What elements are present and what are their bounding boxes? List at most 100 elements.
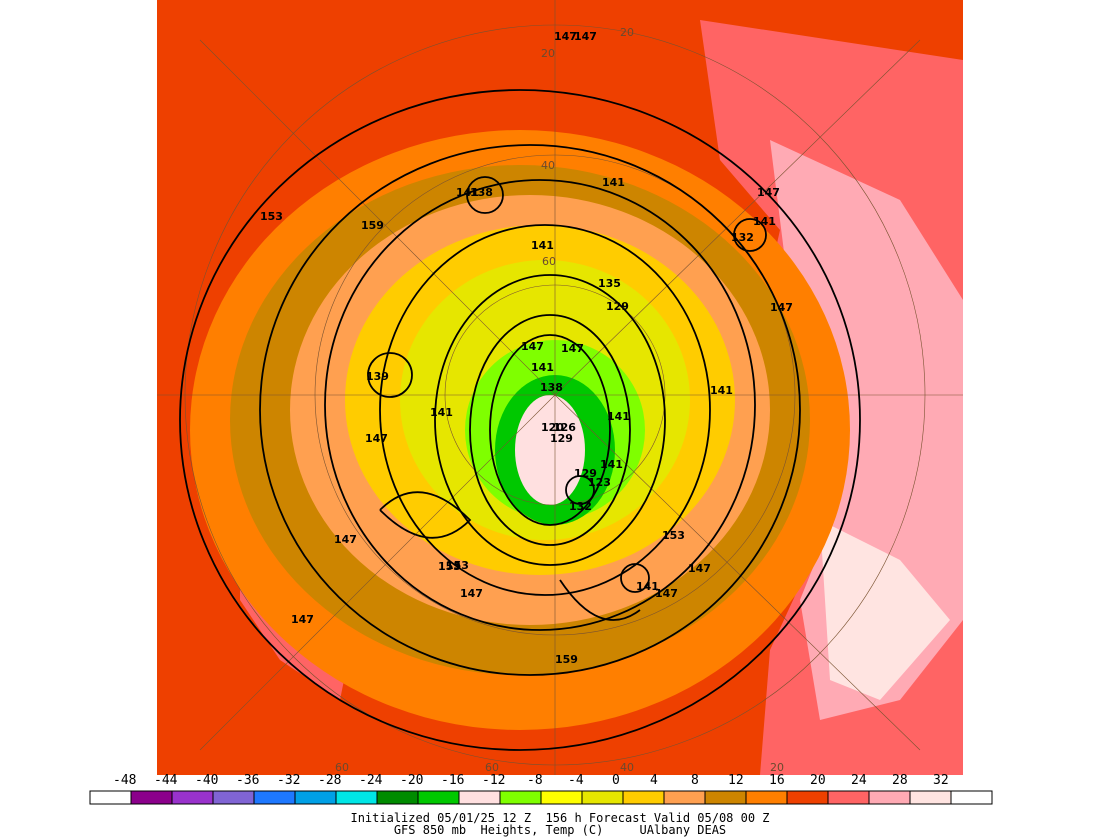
colorbar-swatch bbox=[704, 790, 747, 805]
graticule bbox=[157, 0, 963, 775]
latitude-labels: 20 40 60 20 60 40 20 60 bbox=[335, 26, 784, 774]
colorbar-tick-label: 4 bbox=[650, 773, 658, 788]
height-labels: 147 147 141 141 141 147 138 132 159 153 … bbox=[260, 30, 793, 666]
height-label: 159 bbox=[361, 219, 384, 232]
height-label: 147 bbox=[757, 186, 780, 199]
colorbar-tick-label: -32 bbox=[277, 773, 300, 788]
lat-label: 60 bbox=[335, 761, 349, 774]
height-label: 147 bbox=[334, 533, 357, 546]
map-caption: Initialized 05/01/25 12 Z 156 h Forecast… bbox=[0, 812, 1120, 836]
colorbar-swatch bbox=[417, 790, 460, 805]
colorbar bbox=[89, 790, 993, 805]
lat-label: 40 bbox=[541, 159, 555, 172]
colorbar-swatch bbox=[253, 790, 296, 805]
warm-region-east-lightest bbox=[820, 520, 950, 700]
height-label: 147 bbox=[688, 562, 711, 575]
height-label: 141 bbox=[531, 361, 554, 374]
height-label: 141 bbox=[600, 458, 623, 471]
height-label: 147 bbox=[291, 613, 314, 626]
colorbar-swatch bbox=[499, 790, 542, 805]
colorbar-tick-label: -16 bbox=[441, 773, 464, 788]
height-label: 147 bbox=[365, 432, 388, 445]
colorbar-swatch bbox=[745, 790, 788, 805]
height-label: 138 bbox=[540, 381, 563, 394]
colorbar-swatch bbox=[827, 790, 870, 805]
lat-label: 20 bbox=[770, 761, 784, 774]
height-label: 132 bbox=[731, 231, 754, 244]
height-label: 147 bbox=[460, 587, 483, 600]
colorbar-swatch bbox=[868, 790, 911, 805]
colorbar-tick-label: -48 bbox=[113, 773, 136, 788]
height-label: 132 bbox=[569, 500, 592, 513]
height-label: 147 bbox=[561, 342, 584, 355]
colorbar-swatch bbox=[909, 790, 952, 805]
colorbar-tick-label: 8 bbox=[691, 773, 699, 788]
colorbar-tick-label: 28 bbox=[892, 773, 908, 788]
height-label: 153 bbox=[446, 559, 469, 572]
colorbar-swatch bbox=[950, 790, 993, 805]
height-label: 138 bbox=[470, 186, 493, 199]
forecast-map: 147 147 141 141 141 147 138 132 159 153 … bbox=[89, 0, 993, 805]
height-label: 147 bbox=[655, 587, 678, 600]
lat-label: 40 bbox=[620, 761, 634, 774]
height-label: 153 bbox=[260, 210, 283, 223]
height-label: 139 bbox=[366, 370, 389, 383]
colorbar-swatch bbox=[130, 790, 173, 805]
colorbar-swatch bbox=[294, 790, 337, 805]
colorbar-swatch bbox=[171, 790, 214, 805]
colorbar-tick-label: 20 bbox=[810, 773, 826, 788]
colorbar-swatch bbox=[663, 790, 706, 805]
colorbar-tick-label: -8 bbox=[527, 773, 543, 788]
lat-label: 20 bbox=[620, 26, 634, 39]
colorbar-tick-label: -36 bbox=[236, 773, 259, 788]
height-label: 135 bbox=[598, 277, 621, 290]
colorbar-tick-label: -28 bbox=[318, 773, 341, 788]
caption-line-1: Initialized 05/01/25 12 Z 156 h Forecast… bbox=[350, 811, 770, 825]
height-label: 147 bbox=[770, 301, 793, 314]
height-label: 141 bbox=[430, 406, 453, 419]
colorbar-swatch bbox=[89, 790, 132, 805]
height-label: 141 bbox=[710, 384, 733, 397]
height-label: 141 bbox=[531, 239, 554, 252]
height-label: 141 bbox=[602, 176, 625, 189]
colorbar-tick-label: 0 bbox=[612, 773, 620, 788]
lat-label: 20 bbox=[541, 47, 555, 60]
height-label: 129 bbox=[574, 467, 597, 480]
temp-zone-coldest bbox=[515, 395, 585, 505]
height-label: 141 bbox=[607, 410, 630, 423]
height-label: 153 bbox=[662, 529, 685, 542]
lat-label: 60 bbox=[485, 761, 499, 774]
height-label: 129 bbox=[606, 300, 629, 313]
colorbar-tick-label: -24 bbox=[359, 773, 383, 788]
colorbar-tick-label: -20 bbox=[400, 773, 423, 788]
warm-region-east-light bbox=[770, 140, 963, 720]
height-label: 147 bbox=[521, 340, 544, 353]
height-label: 141 bbox=[456, 186, 479, 199]
colorbar-ticks: -48 -44 -40 -36 -32 -28 -24 -20 -16 -12 … bbox=[113, 773, 949, 788]
height-label: 147 bbox=[554, 30, 577, 43]
height-label: 129 bbox=[550, 432, 573, 445]
height-label: 159 bbox=[555, 653, 578, 666]
colorbar-swatch bbox=[376, 790, 419, 805]
colorbar-swatch bbox=[622, 790, 665, 805]
height-label: 141 bbox=[753, 215, 776, 228]
colorbar-swatch bbox=[786, 790, 829, 805]
colorbar-tick-label: -12 bbox=[482, 773, 505, 788]
height-label: 120 bbox=[541, 421, 564, 434]
colorbar-swatch bbox=[458, 790, 501, 805]
colorbar-swatch bbox=[212, 790, 255, 805]
lat-label: 60 bbox=[542, 255, 556, 268]
colorbar-tick-label: -44 bbox=[154, 773, 178, 788]
colorbar-tick-label: 16 bbox=[769, 773, 785, 788]
height-label: 123 bbox=[588, 476, 611, 489]
height-label: 147 bbox=[574, 30, 597, 43]
height-label: 141 bbox=[636, 580, 659, 593]
colorbar-swatch bbox=[540, 790, 583, 805]
colorbar-swatch bbox=[581, 790, 624, 805]
height-contours bbox=[179, 89, 861, 751]
caption-line-2: GFS 850 mb Heights, Temp (C) UAlbany DEA… bbox=[393, 823, 727, 837]
colorbar-swatch bbox=[335, 790, 378, 805]
height-label: 126 bbox=[553, 421, 576, 434]
colorbar-tick-label: 24 bbox=[851, 773, 867, 788]
colorbar-tick-label: 32 bbox=[933, 773, 949, 788]
